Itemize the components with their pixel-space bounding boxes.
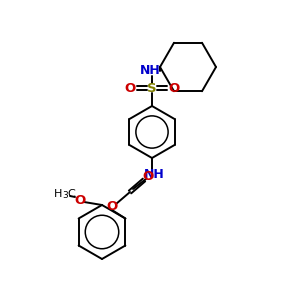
Text: S: S [147, 82, 157, 94]
Text: O: O [106, 200, 118, 214]
Text: NH: NH [140, 64, 160, 77]
Text: O: O [74, 194, 86, 206]
Text: O: O [168, 82, 180, 94]
Text: H: H [54, 189, 62, 199]
Text: 3: 3 [62, 191, 68, 200]
Text: O: O [124, 82, 136, 94]
Text: C: C [67, 189, 75, 199]
Text: NH: NH [144, 167, 164, 181]
Text: O: O [142, 170, 154, 184]
